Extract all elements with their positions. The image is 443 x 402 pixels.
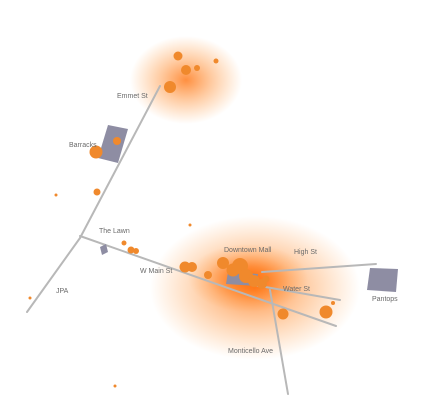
label-downtown-mall: Downtown Mall [224,247,272,254]
point-marker [54,193,58,197]
label-emmet-st: Emmet St [117,93,148,100]
point-marker [277,308,289,320]
roads [26,85,377,395]
building-barracks [98,125,128,163]
point-marker [113,137,121,145]
point-marker [127,246,135,254]
point-marker [213,58,219,64]
label-water-st: Water St [283,286,310,293]
heatmap-area-north [130,36,242,124]
point-marker [173,51,183,61]
label-jpa: JPA [56,288,69,295]
label-monticello-ave: Monticello Ave [228,348,274,355]
label-high-st: High St [294,249,317,256]
point-marker [217,257,229,269]
label-the-lawn: The Lawn [99,228,130,235]
point-marker [204,271,212,279]
point-marker [187,262,197,272]
road-w-main-st [79,235,337,327]
point-marker [179,261,191,273]
building-lawn [100,244,108,255]
road-jpa [26,237,81,313]
label-w-main-st: W Main St [140,268,173,275]
point-marker [121,240,127,246]
point-markers [28,51,335,388]
point-marker [188,223,192,227]
point-marker [89,145,103,159]
point-marker [331,301,335,305]
label-barracks: Barracks [69,142,97,149]
point-marker [133,248,139,254]
point-marker [262,275,270,283]
road-high-st [261,263,377,273]
point-marker [194,65,200,71]
road-monticello-ave [269,289,289,395]
point-marker [164,81,176,93]
point-marker [93,188,101,196]
point-marker [181,65,191,75]
point-marker [319,305,333,319]
point-marker [113,384,117,388]
building-pantops [367,268,398,292]
label-pantops: Pantops [372,296,398,303]
road-emmet-st [79,85,161,239]
point-marker [28,296,32,300]
